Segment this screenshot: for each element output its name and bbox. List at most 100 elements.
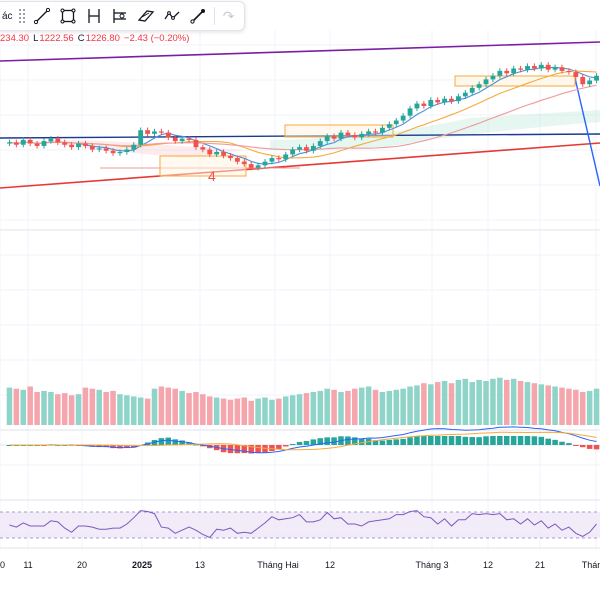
candle xyxy=(559,64,565,74)
path-icon xyxy=(164,11,180,20)
volume-bar xyxy=(213,397,220,425)
candle-body xyxy=(290,149,296,155)
candle-body xyxy=(594,75,599,81)
trend-line-tool[interactable] xyxy=(29,3,55,29)
macd-histogram-bar xyxy=(289,443,296,445)
cloud-bullish xyxy=(270,110,600,150)
volume-bar xyxy=(75,394,82,425)
macd-histogram-bar xyxy=(545,438,551,445)
long-position-tool[interactable] xyxy=(107,3,133,29)
high-value: 234.30 xyxy=(0,33,30,44)
volume-bar xyxy=(41,390,47,425)
macd-histogram-bar xyxy=(469,437,475,445)
brush-tool[interactable] xyxy=(185,3,211,29)
candle-body xyxy=(400,115,406,121)
candle-body xyxy=(490,75,496,80)
volume-bar xyxy=(531,383,538,425)
macd-histogram-bar xyxy=(6,445,13,446)
macd-histogram-bar xyxy=(276,445,282,450)
candle-body xyxy=(462,92,468,97)
candle-body xyxy=(504,70,510,74)
macd-histogram-bar xyxy=(324,437,330,445)
path-tool[interactable] xyxy=(159,3,185,29)
candle xyxy=(48,136,54,144)
macd-histogram-bar xyxy=(234,445,241,454)
macd-histogram-bar xyxy=(124,445,130,449)
candle xyxy=(345,129,351,138)
candle xyxy=(131,142,137,153)
time-axis-label: 12 xyxy=(325,560,335,570)
parallel-channel-tool[interactable] xyxy=(133,3,159,29)
time-axis-label: Tháng 3 xyxy=(415,560,448,570)
volume-bar xyxy=(573,389,579,425)
candle xyxy=(518,65,523,73)
candle-body xyxy=(283,154,289,160)
macd-histogram-bar xyxy=(117,445,123,449)
macd-histogram-bar xyxy=(497,436,503,445)
candle xyxy=(124,146,130,155)
time-axis-label: 0 xyxy=(0,560,5,570)
candle xyxy=(13,139,19,148)
close-label: C xyxy=(77,33,85,44)
volume-bar xyxy=(483,381,489,425)
candle-body xyxy=(476,84,482,88)
macd-histogram-bar xyxy=(441,436,448,445)
candle-body xyxy=(324,136,330,142)
candle xyxy=(531,63,537,72)
volume-bar xyxy=(517,381,524,425)
macd-histogram-bar xyxy=(296,441,303,445)
candle xyxy=(504,68,510,76)
long-position-icon xyxy=(112,9,126,23)
candle xyxy=(393,117,399,127)
volume-bar xyxy=(503,379,510,425)
candle xyxy=(380,125,385,136)
volume-bar xyxy=(68,395,75,425)
candle-body xyxy=(366,131,372,134)
candle-body xyxy=(559,67,565,71)
candle xyxy=(248,161,254,171)
candle-body xyxy=(34,143,40,146)
candle-body xyxy=(538,64,544,69)
candle-body xyxy=(297,147,302,150)
volume-bar xyxy=(414,385,420,425)
channel-upper-line xyxy=(0,41,600,62)
volume-bar xyxy=(206,396,213,425)
volume-bar xyxy=(497,377,503,425)
candle-body xyxy=(386,124,392,128)
candle-body xyxy=(207,149,213,155)
redo-button[interactable]: ↷ xyxy=(218,3,240,29)
volume-bar xyxy=(345,390,351,425)
time-axis-label: 12 xyxy=(483,560,493,570)
candle-body xyxy=(214,152,220,155)
candle xyxy=(310,143,316,154)
ma-long-line xyxy=(9,84,597,151)
candle xyxy=(76,140,81,150)
candle-body xyxy=(200,147,206,150)
candle-body xyxy=(131,144,137,150)
macd-histogram-bar xyxy=(455,436,462,445)
volume-bar xyxy=(269,399,275,425)
candle-body xyxy=(89,145,95,150)
rectangle-tool[interactable] xyxy=(55,3,81,29)
macd-histogram-bar xyxy=(269,445,275,452)
horizontal-ray-tool[interactable] xyxy=(81,3,107,29)
candle-body xyxy=(276,158,282,160)
volume-bar xyxy=(586,390,593,425)
candle-body xyxy=(373,131,378,133)
candle xyxy=(283,151,289,162)
volume-bar xyxy=(352,388,358,425)
macd-histogram-bar xyxy=(310,439,317,445)
volume-bar xyxy=(289,395,296,425)
macd-histogram-bar xyxy=(158,438,165,445)
macd-histogram-bar xyxy=(379,440,386,445)
candle xyxy=(228,152,233,161)
candle xyxy=(55,136,61,145)
volume-bar xyxy=(455,379,462,425)
drag-handle[interactable] xyxy=(17,8,26,24)
candle-body xyxy=(587,80,593,85)
volume-bar xyxy=(421,383,427,425)
time-axis-label: 11 xyxy=(23,560,32,570)
candle xyxy=(186,136,192,143)
candle-body xyxy=(20,139,26,145)
